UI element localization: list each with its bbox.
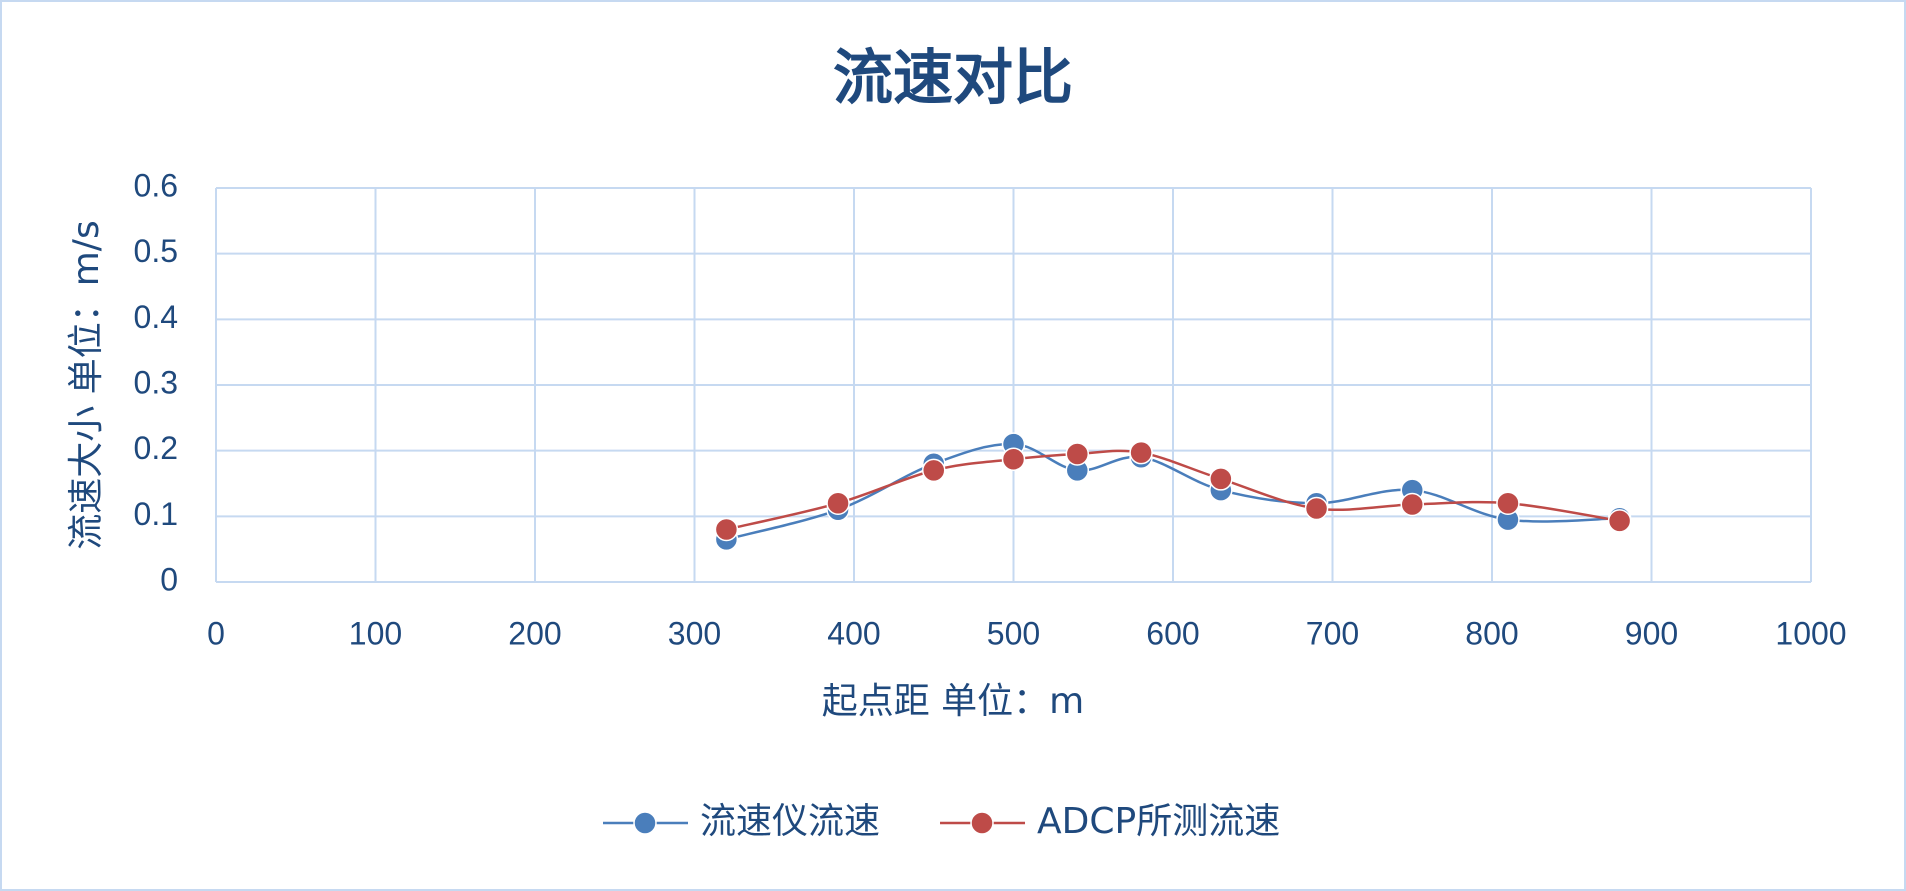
- y-tick-label: 0: [160, 561, 178, 597]
- y-tick-label: 0.2: [134, 430, 178, 466]
- x-tick-label: 800: [1465, 615, 1518, 651]
- legend-label: ADCP所测流速: [1037, 801, 1280, 842]
- y-tick-label: 0.1: [134, 496, 178, 532]
- data-point: [1607, 509, 1632, 533]
- data-point: [1209, 467, 1233, 491]
- data-point: [1400, 492, 1424, 517]
- x-tick-label: 200: [508, 615, 561, 651]
- data-point: [922, 458, 946, 483]
- x-tick-label: 500: [987, 615, 1040, 651]
- x-tick-label: 400: [827, 615, 880, 651]
- y-axis-label: 流速大小 单位：m/s: [66, 220, 107, 549]
- data-point: [826, 491, 850, 515]
- legend: 流速仪流速 ADCP所测流速: [603, 801, 1280, 842]
- x-tick-label: 700: [1306, 615, 1359, 651]
- x-tick-label: 600: [1146, 615, 1199, 651]
- y-tick-label: 0.5: [134, 233, 178, 269]
- y-tick-label: 0.6: [134, 167, 178, 203]
- legend-marker: [970, 811, 994, 835]
- plot-area: 0 0.1 0.2 0.3 0.4 0.5 0.6 0 100 200 300 400 500 600 70…: [134, 167, 1847, 651]
- data-point: [1065, 442, 1090, 466]
- data-point: [1001, 447, 1026, 471]
- x-axis-label: 起点距 单位：m: [822, 681, 1085, 722]
- legend-marker: [633, 811, 657, 835]
- x-tick-label: 1000: [1775, 615, 1846, 651]
- legend-label: 流速仪流速: [700, 801, 880, 842]
- y-tick-label: 0.3: [134, 364, 178, 400]
- data-point: [714, 517, 739, 542]
- data-point: [1129, 440, 1153, 465]
- data-point: [1304, 496, 1329, 521]
- data-point: [1496, 491, 1520, 515]
- y-tick-label: 0.4: [134, 299, 178, 335]
- x-tick-label: 100: [349, 615, 402, 651]
- x-tick-label: 900: [1625, 615, 1678, 651]
- x-tick-label: 300: [668, 615, 721, 651]
- chart-title: 流速对比: [833, 44, 1073, 114]
- x-tick-label: 0: [207, 615, 225, 651]
